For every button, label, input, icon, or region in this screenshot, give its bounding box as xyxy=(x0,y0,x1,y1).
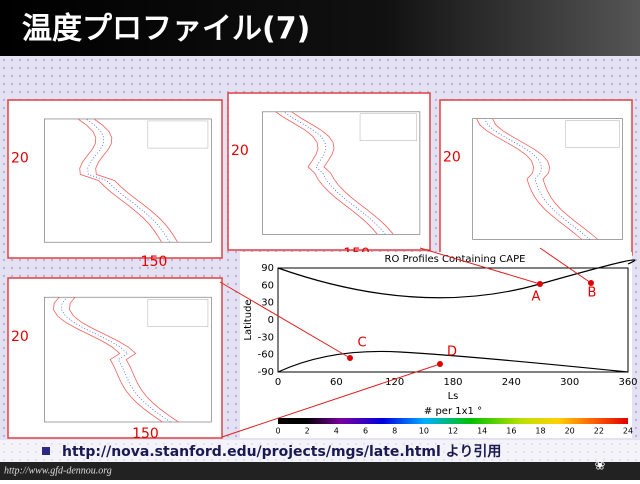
y-tick-label: 30 xyxy=(261,298,274,309)
profile-bound xyxy=(53,296,163,423)
plot-frame xyxy=(44,118,212,243)
x-axis-label: Ls xyxy=(448,391,459,402)
bottom-strip xyxy=(0,462,640,480)
panel-note-x: 150 xyxy=(132,426,159,442)
boundary-curve xyxy=(277,350,629,373)
x-tick-label: 240 xyxy=(502,377,521,388)
colorbar-tick-label: 12 xyxy=(448,427,458,436)
profile-bound xyxy=(492,118,599,240)
y-tick-label: 0 xyxy=(268,315,274,326)
legend-box xyxy=(147,299,209,327)
panel-note-x: 150 xyxy=(141,254,168,270)
point xyxy=(537,281,543,287)
colorbar-tick-label: 4 xyxy=(334,427,339,436)
y-tick-label: -90 xyxy=(258,367,274,378)
colorbar-tick-label: 18 xyxy=(535,427,545,436)
panels: 20150201502015020150 xyxy=(7,92,633,442)
panel-note-y: 20 xyxy=(11,329,29,345)
slide-title: 温度プロファイル(7) xyxy=(22,12,310,47)
x-tick-label: 120 xyxy=(385,377,404,388)
chart-background xyxy=(240,252,632,438)
profile-bound xyxy=(69,296,179,423)
point-label: D xyxy=(447,345,457,360)
title-bar xyxy=(0,0,640,56)
legend-box xyxy=(359,113,417,141)
profile-bound xyxy=(93,118,178,243)
connector xyxy=(219,281,351,359)
colorbar-tick-label: 2 xyxy=(305,427,310,436)
colorbar-tick-label: 0 xyxy=(275,427,280,436)
colorbar-tick-label: 16 xyxy=(506,427,516,436)
chart-title: RO Profiles Containing CAPE xyxy=(385,254,526,265)
colorbar-tick-label: 8 xyxy=(392,427,397,436)
x-tick-label: 60 xyxy=(330,377,343,388)
y-tick-label: 60 xyxy=(261,280,274,291)
colorbar-tick-label: 20 xyxy=(565,427,575,436)
x-tick-label: 360 xyxy=(618,377,637,388)
connector xyxy=(221,363,441,438)
colorbar-tick-label: 10 xyxy=(419,427,429,436)
legend-box xyxy=(147,120,209,149)
profile-bound xyxy=(275,111,378,235)
panel-note-y: 20 xyxy=(11,150,29,166)
logo: ❀ xyxy=(595,459,606,474)
plot-frame xyxy=(44,296,212,423)
plot-frame xyxy=(472,118,623,240)
point xyxy=(347,355,353,361)
panel-note-y: 20 xyxy=(231,143,249,159)
profile-bound xyxy=(291,111,394,235)
plot-frame xyxy=(277,267,629,373)
connector xyxy=(539,247,592,284)
legend-box xyxy=(565,120,620,148)
panel-note-y: 20 xyxy=(443,149,461,165)
profile-bound xyxy=(77,118,162,243)
y-axis-label: Latitude xyxy=(243,299,254,340)
y-tick-label: 90 xyxy=(261,263,274,274)
colorbar-label: # per 1x1 ° xyxy=(424,406,482,417)
profile xyxy=(85,118,170,243)
connector xyxy=(419,247,541,285)
point xyxy=(437,361,443,367)
x-tick-label: 300 xyxy=(560,377,579,388)
x-tick-label: 180 xyxy=(443,377,462,388)
colorbar xyxy=(278,418,628,424)
y-tick-label: -30 xyxy=(258,332,274,343)
colorbar-tick-label: 6 xyxy=(363,427,368,436)
cape-chart: RO Profiles Containing CAPE Latitude Ls … xyxy=(240,252,638,438)
x-tick-label: 0 xyxy=(275,377,281,388)
point-label: C xyxy=(357,336,366,351)
plot-frame xyxy=(262,111,421,235)
footer-url: http://www.gfd-dennou.org xyxy=(4,465,112,476)
colorbar-tick-label: 14 xyxy=(477,427,487,436)
profile-bound xyxy=(476,118,583,240)
profile xyxy=(283,111,386,235)
colorbar-tick-label: 22 xyxy=(594,427,604,436)
boundary-curve xyxy=(277,259,636,299)
point xyxy=(588,280,594,286)
colorbar-tick-label: 24 xyxy=(623,427,633,436)
source-link[interactable]: http://nova.stanford.edu/projects/mgs/la… xyxy=(62,444,501,460)
bullet xyxy=(42,447,50,455)
y-tick-label: -60 xyxy=(258,350,274,361)
point-label: B xyxy=(588,286,597,301)
point-label: A xyxy=(532,290,541,305)
